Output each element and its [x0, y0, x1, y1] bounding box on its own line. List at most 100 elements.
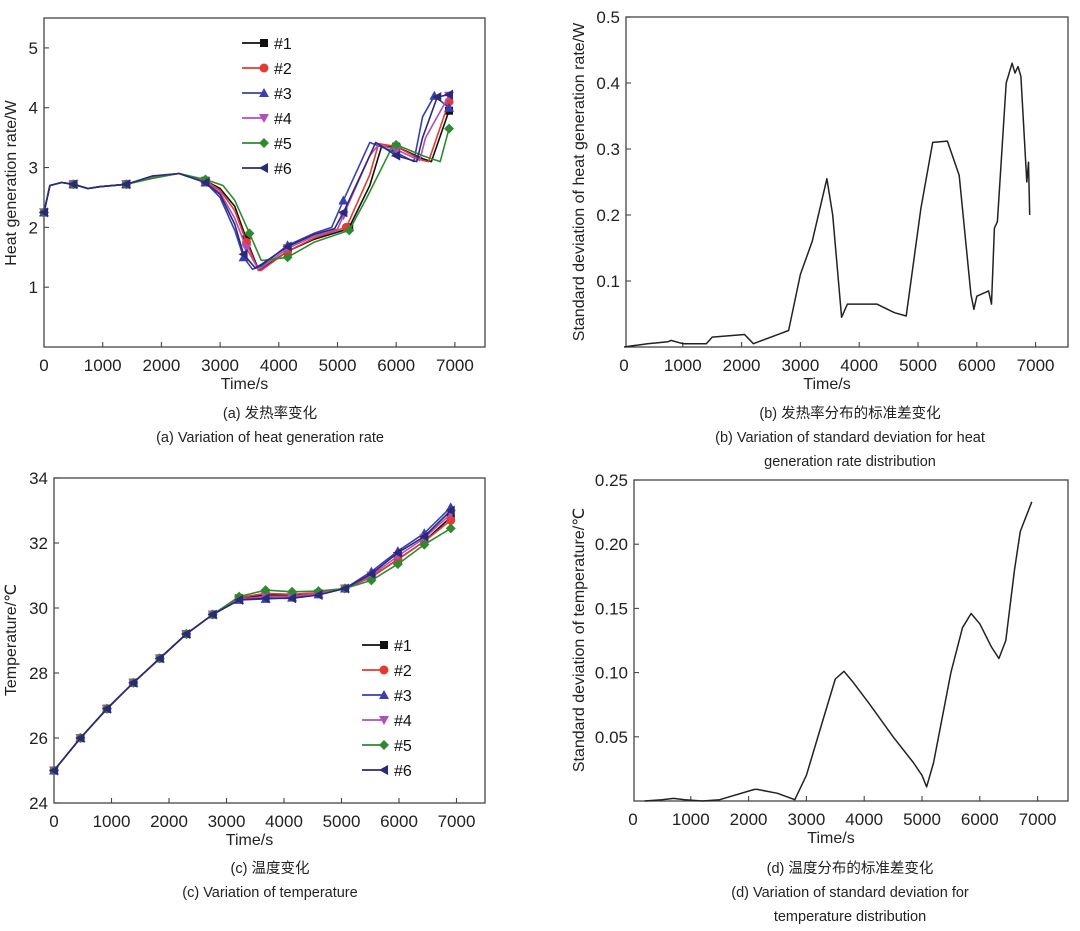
caption-d-en-2: temperature distribution	[773, 909, 927, 925]
y-tick-label: 30	[29, 599, 48, 618]
legend-label: #6	[394, 763, 412, 780]
x-tick-label: 0	[619, 356, 628, 375]
data-point	[446, 515, 456, 525]
legend-label: #1	[394, 638, 412, 655]
x-tick-label: 1000	[664, 356, 702, 375]
legend-label: #4	[394, 713, 412, 730]
x-tick-label: 6000	[961, 810, 999, 829]
x-tick-label: 1000	[93, 812, 131, 831]
y-tick-label: 2	[29, 218, 38, 237]
legend-marker	[259, 163, 268, 173]
x-tick-label: 7000	[1017, 356, 1055, 375]
legend-marker	[379, 765, 388, 775]
x-tick-label: 4000	[840, 356, 878, 375]
plot-frame	[633, 479, 1069, 802]
data-point	[234, 594, 244, 605]
x-tick-label: 3000	[781, 356, 819, 375]
x-tick-label: 5000	[899, 356, 937, 375]
y-tick-label: 0.5	[596, 8, 620, 27]
series-line-s1	[53, 516, 452, 772]
plot-frame	[625, 16, 1069, 348]
y-tick-label: 0.3	[596, 140, 620, 159]
series-line-s3	[53, 506, 452, 772]
x-axis-label: Time/s	[221, 376, 268, 393]
x-tick-label: 0	[49, 812, 58, 831]
caption-c-en: (c) Variation of temperature	[182, 885, 358, 901]
plot-frame	[43, 17, 486, 348]
caption-b: (b) 发热率分布的标准差变化 (b) Variation of standar…	[640, 402, 1060, 474]
legend-label: #3	[394, 688, 412, 705]
x-tick-label: 2000	[730, 810, 768, 829]
x-tick-label: 7000	[1019, 810, 1057, 829]
data-point	[287, 593, 297, 604]
caption-c: (c) 温度变化 (c) Variation of temperature	[60, 857, 480, 905]
legend-label: #2	[274, 61, 292, 78]
y-tick-label: 0.05	[595, 728, 628, 747]
data-point	[344, 225, 355, 236]
y-tick-label: 28	[29, 664, 48, 683]
data-point	[244, 228, 255, 239]
data-point	[154, 653, 164, 664]
data-point	[391, 139, 402, 150]
data-point	[282, 241, 292, 252]
y-tick-label: 24	[29, 794, 48, 813]
caption-b-en-1: (b) Variation of standard deviation for …	[715, 430, 985, 446]
legend-marker	[379, 665, 389, 675]
y-tick-label: 0.20	[595, 535, 628, 554]
y-tick-label: 0.2	[596, 206, 620, 225]
legend-marker	[380, 641, 388, 649]
x-tick-label: 0	[628, 810, 637, 829]
x-tick-label: 7000	[438, 812, 476, 831]
data-point	[444, 102, 455, 112]
data-point	[238, 249, 248, 260]
x-tick-label: 3000	[787, 810, 825, 829]
data-point	[419, 531, 429, 542]
legend-marker	[379, 716, 389, 725]
data-point	[339, 583, 349, 594]
data-point	[444, 89, 454, 100]
x-axis-label: Time/s	[803, 376, 850, 393]
data-point	[260, 593, 270, 604]
data-point	[121, 179, 131, 190]
legend-label: #1	[274, 36, 292, 53]
y-tick-label: 32	[29, 534, 48, 553]
y-axis-label: Standard deviation of temperature/℃	[571, 508, 588, 772]
y-tick-label: 1	[29, 278, 38, 297]
y-tick-label: 26	[29, 729, 48, 748]
data-point	[68, 179, 78, 190]
x-tick-label: 2000	[142, 356, 180, 375]
x-tick-label: 5000	[903, 810, 941, 829]
data-point	[366, 568, 376, 579]
y-axis-label: Heat generation rate/W	[3, 99, 20, 265]
series-line-s5	[53, 527, 452, 772]
x-tick-label: 0	[39, 356, 48, 375]
data-point	[200, 177, 210, 188]
chart-d: 0 1000 2000 3000 4000 5000 6000 7000 0.05 0.10 0.1…	[571, 471, 1069, 847]
y-axis-label: Temperature/℃	[3, 584, 20, 696]
y-axis-label: Standard deviation of heat generation ra…	[571, 22, 588, 341]
data-point	[432, 91, 442, 102]
legend-marker	[260, 39, 268, 47]
x-axis-label: Time/s	[226, 832, 273, 849]
data-point	[101, 703, 111, 714]
x-tick-label: 4000	[265, 812, 303, 831]
x-tick-label: 6000	[958, 356, 996, 375]
chart-a: 0 1000 2000 3000 4000 5000 6000 7000 1 2 3 4 5 Time/s…	[3, 17, 486, 393]
series-line-s6	[43, 93, 450, 269]
data-point	[128, 677, 138, 688]
x-tick-label: 2000	[150, 812, 188, 831]
x-tick-label: 1000	[84, 356, 122, 375]
caption-c-cn: (c) 温度变化	[230, 861, 310, 877]
y-tick-label: 0.1	[596, 272, 620, 291]
y-tick-label: 5	[29, 39, 38, 58]
legend-marker	[259, 138, 269, 148]
plot-frame	[53, 477, 486, 804]
y-tick-label: 34	[29, 469, 48, 488]
x-tick-label: 7000	[436, 356, 474, 375]
legend-marker	[379, 740, 389, 750]
x-tick-label: 1000	[672, 810, 710, 829]
caption-a-cn: (a) 发热率变化	[222, 406, 318, 422]
series-line-std	[644, 501, 1033, 802]
data-point	[445, 523, 456, 534]
